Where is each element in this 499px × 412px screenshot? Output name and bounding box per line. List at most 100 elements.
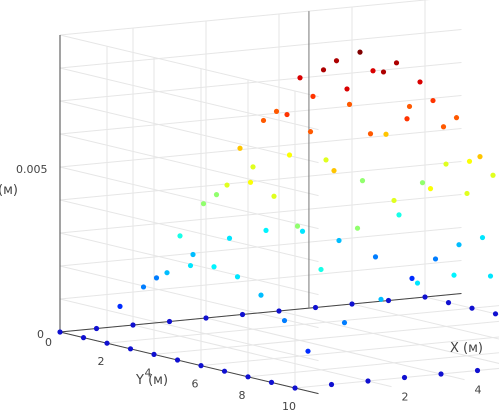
label-layer: (м) X (м) Y (м) 0.005 0 0 246810246810	[0, 163, 483, 412]
data-point	[443, 161, 449, 167]
data-point	[198, 363, 204, 369]
data-point	[213, 192, 220, 198]
data-point	[432, 256, 439, 262]
data-point	[492, 311, 499, 317]
data-point	[226, 235, 233, 241]
data-point	[273, 108, 280, 114]
data-point	[237, 145, 243, 151]
y-tick-label: 6	[192, 378, 199, 391]
grid-line	[59, 95, 462, 135]
data-point	[250, 164, 256, 170]
data-point	[393, 60, 400, 66]
grid-line	[200, 336, 499, 367]
data-point	[346, 101, 353, 107]
data-point	[200, 201, 207, 207]
data-point	[445, 300, 452, 306]
x-axis-title: X (м)	[450, 341, 483, 356]
data-point	[104, 340, 110, 346]
data-point	[247, 179, 254, 185]
data-point	[422, 294, 428, 300]
data-point	[153, 275, 160, 281]
data-point	[477, 154, 483, 160]
data-point	[260, 117, 267, 124]
grid-line	[59, 128, 462, 168]
data-point	[276, 308, 282, 314]
grid-line	[59, 227, 462, 267]
x-origin-label: 0	[45, 336, 52, 349]
data-point	[284, 111, 290, 118]
data-point	[127, 346, 134, 352]
data-point	[312, 304, 319, 311]
data-point	[490, 172, 496, 178]
data-point	[391, 197, 397, 204]
data-point	[286, 152, 293, 158]
grid-line	[59, 166, 319, 230]
data-point	[451, 272, 457, 278]
points-layer	[57, 49, 499, 391]
data-point	[297, 75, 303, 81]
data-point	[234, 274, 241, 280]
data-point	[409, 275, 415, 281]
data-point	[57, 329, 63, 335]
data-point	[370, 68, 376, 74]
grid-line	[59, 260, 462, 300]
data-point	[294, 223, 301, 229]
z-tick-label: 0.005	[16, 163, 48, 176]
data-point	[245, 374, 251, 380]
data-point	[164, 270, 170, 276]
data-point	[438, 371, 444, 377]
data-point	[328, 381, 335, 388]
data-point	[479, 234, 486, 241]
data-point	[427, 186, 434, 192]
data-point	[174, 357, 181, 363]
grid-line	[59, 67, 319, 131]
data-point	[263, 227, 269, 233]
data-point	[464, 190, 470, 197]
grid-layer	[59, 0, 499, 395]
y-tick-label: 4	[145, 366, 152, 379]
grid-line	[59, 0, 431, 36]
data-point	[396, 212, 402, 218]
z-tick-label: 0	[37, 328, 44, 341]
x-tick-label: 4	[475, 384, 482, 397]
data-point	[268, 379, 275, 385]
data-point	[419, 180, 426, 186]
data-point	[453, 115, 460, 121]
data-point	[469, 305, 475, 311]
data-point	[357, 49, 363, 55]
grid-line	[59, 29, 462, 69]
data-point	[341, 320, 348, 326]
data-point	[310, 93, 316, 99]
data-point	[474, 367, 481, 374]
data-point	[130, 322, 136, 328]
data-point	[292, 385, 298, 391]
data-point	[456, 242, 462, 248]
data-point	[318, 266, 324, 273]
data-point	[344, 86, 350, 92]
data-point	[203, 315, 209, 321]
grid-line	[59, 133, 319, 197]
data-point	[320, 67, 327, 73]
grid-line	[351, 303, 499, 340]
data-point	[224, 182, 230, 188]
grid-line	[132, 324, 392, 388]
data-point	[221, 368, 228, 374]
data-point	[190, 251, 196, 258]
y-tick-label: 8	[239, 389, 246, 402]
y-tick-label: 10	[282, 400, 296, 412]
data-point	[354, 225, 361, 231]
data-point	[406, 103, 413, 110]
data-point	[305, 348, 311, 354]
grid-line	[59, 62, 462, 102]
grid-line	[59, 265, 319, 329]
x-axis-line	[59, 293, 462, 333]
data-point	[323, 157, 329, 163]
data-point	[440, 124, 447, 130]
grid-line	[205, 317, 465, 381]
data-point	[177, 233, 183, 239]
data-point	[401, 374, 408, 381]
grid-line	[59, 298, 319, 362]
data-point	[80, 335, 87, 341]
